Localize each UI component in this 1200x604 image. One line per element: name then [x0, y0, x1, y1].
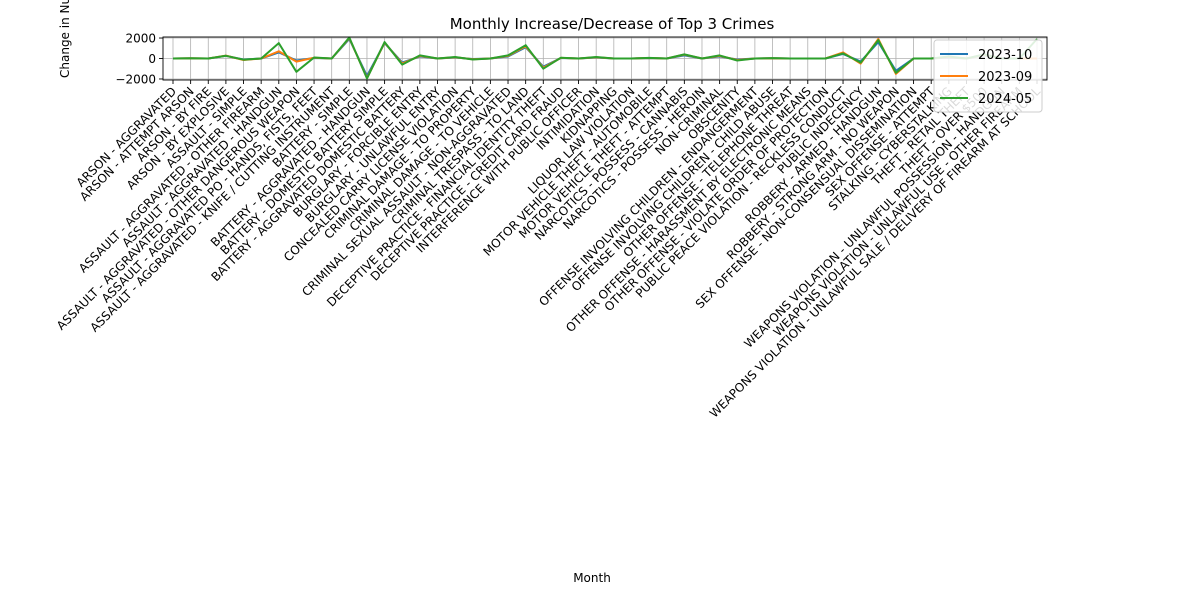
y-tick-label: 2000 [125, 32, 156, 46]
legend: 2023-10 2023-09 2024-05 [933, 39, 1043, 113]
y-tick-label: −2000 [115, 72, 156, 86]
legend-box [933, 39, 1043, 113]
y-axis: −2000 0 2000 [115, 32, 163, 86]
y-tick-label: 0 [148, 52, 156, 66]
legend-label-2023-09: 2023-09 [978, 70, 1032, 85]
legend-label-2023-10: 2023-10 [978, 48, 1032, 63]
legend-label-2024-05: 2024-05 [978, 92, 1032, 107]
series-line-2024-05 [172, 36, 1038, 80]
series-lines [172, 36, 1038, 80]
x-axis-label: Month [573, 571, 611, 585]
y-axis-label: Change in Number of C [58, 0, 72, 78]
chart-title: Monthly Increase/Decrease of Top 3 Crime… [450, 15, 775, 33]
